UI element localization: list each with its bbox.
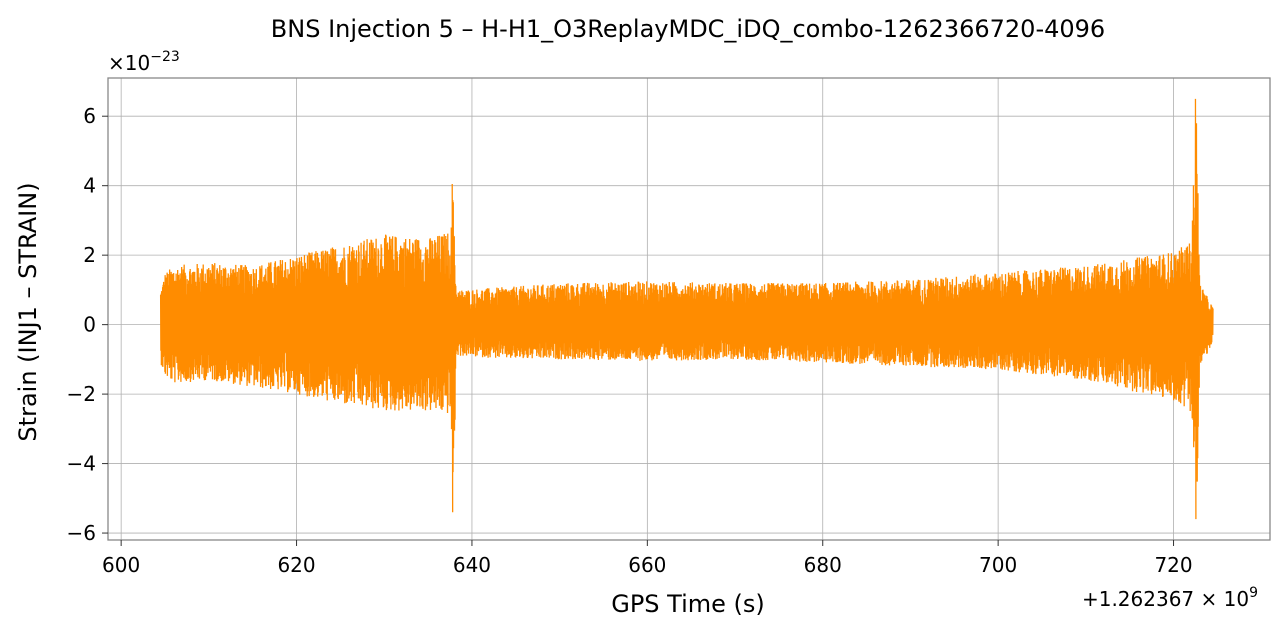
y-scale-multiplier: ×10−23	[108, 49, 180, 75]
strain-series-line	[159, 98, 1214, 520]
plot-area	[159, 98, 1214, 520]
y-tick-label: 0	[83, 313, 96, 337]
x-tick-label: 720	[1154, 553, 1192, 577]
x-tick-label: 660	[628, 553, 666, 577]
x-tick-label: 620	[277, 553, 315, 577]
x-offset-label: +1.262367 × 109	[1082, 585, 1258, 611]
x-tick-label: 600	[102, 553, 140, 577]
x-tick-label: 680	[804, 553, 842, 577]
y-tick-label: −6	[67, 521, 96, 545]
axes-frame	[107, 77, 1271, 541]
chart-title: BNS Injection 5 – H-H1_O3ReplayMDC_iDQ_c…	[271, 15, 1105, 43]
y-tick-label: 4	[83, 174, 96, 198]
x-axis-label: GPS Time (s)	[611, 590, 765, 618]
x-tick-label: 700	[979, 553, 1017, 577]
x-tick-label: 640	[453, 553, 491, 577]
y-axis-label: Strain (INJ1 – STRAIN)	[14, 182, 42, 441]
y-tick-label: −2	[67, 382, 96, 406]
y-tick-label: 2	[83, 243, 96, 267]
y-tick-label: 6	[83, 104, 96, 128]
y-tick-label: −4	[67, 452, 96, 476]
y-axis-ticks: −6 −4 −2 0 2 4 6	[67, 104, 108, 545]
x-axis-ticks: 600 620 640 660 680 700 720	[102, 540, 1193, 577]
